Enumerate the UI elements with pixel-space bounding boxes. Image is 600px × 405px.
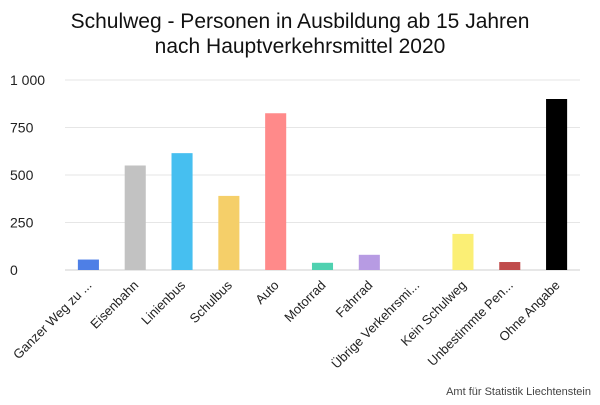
chart-title-line-1: Schulweg - Personen in Ausbildung ab 15 … — [71, 10, 530, 33]
bars — [77, 99, 568, 271]
bar[interactable] — [452, 233, 474, 270]
y-tick-label: 1 000 — [10, 72, 45, 88]
bar[interactable] — [171, 153, 193, 270]
y-tick-label: 0 — [10, 262, 18, 278]
bar[interactable] — [358, 254, 380, 270]
x-tick-label: Linienbus — [138, 277, 188, 327]
bar[interactable] — [218, 195, 240, 270]
source-label: Amt für Statistik Liechtenstein — [446, 386, 591, 398]
bar[interactable] — [124, 165, 146, 271]
x-tick-label: Motorrad — [281, 278, 328, 325]
bar[interactable] — [546, 99, 568, 270]
x-tick-label: Ganzer Weg zu ... — [10, 278, 95, 363]
x-tick-label: Auto — [252, 278, 282, 308]
chart-title-line-2: nach Hauptverkehrsmittel 2020 — [155, 35, 446, 58]
gridlines — [65, 79, 580, 271]
x-tick-label: Schulbus — [187, 277, 236, 326]
x-tick-label: Eisenbahn — [87, 278, 141, 332]
y-tick-label: 750 — [10, 120, 34, 136]
x-tick-label: Fahrrad — [333, 278, 376, 321]
bar[interactable] — [265, 113, 287, 270]
x-tick-label: Unbestimmte Pen... — [425, 278, 516, 369]
y-axis: 0 250 500 750 1 000 — [10, 72, 45, 278]
y-tick-label: 500 — [10, 167, 34, 183]
y-tick-label: 250 — [10, 215, 34, 231]
bar[interactable] — [499, 262, 521, 270]
bar[interactable] — [311, 262, 334, 270]
x-axis: Ganzer Weg zu ...EisenbahnLinienbusSchul… — [10, 277, 563, 371]
bar[interactable] — [77, 259, 99, 270]
x-tick-label: Übrige Verkehrsmi... — [328, 278, 422, 372]
